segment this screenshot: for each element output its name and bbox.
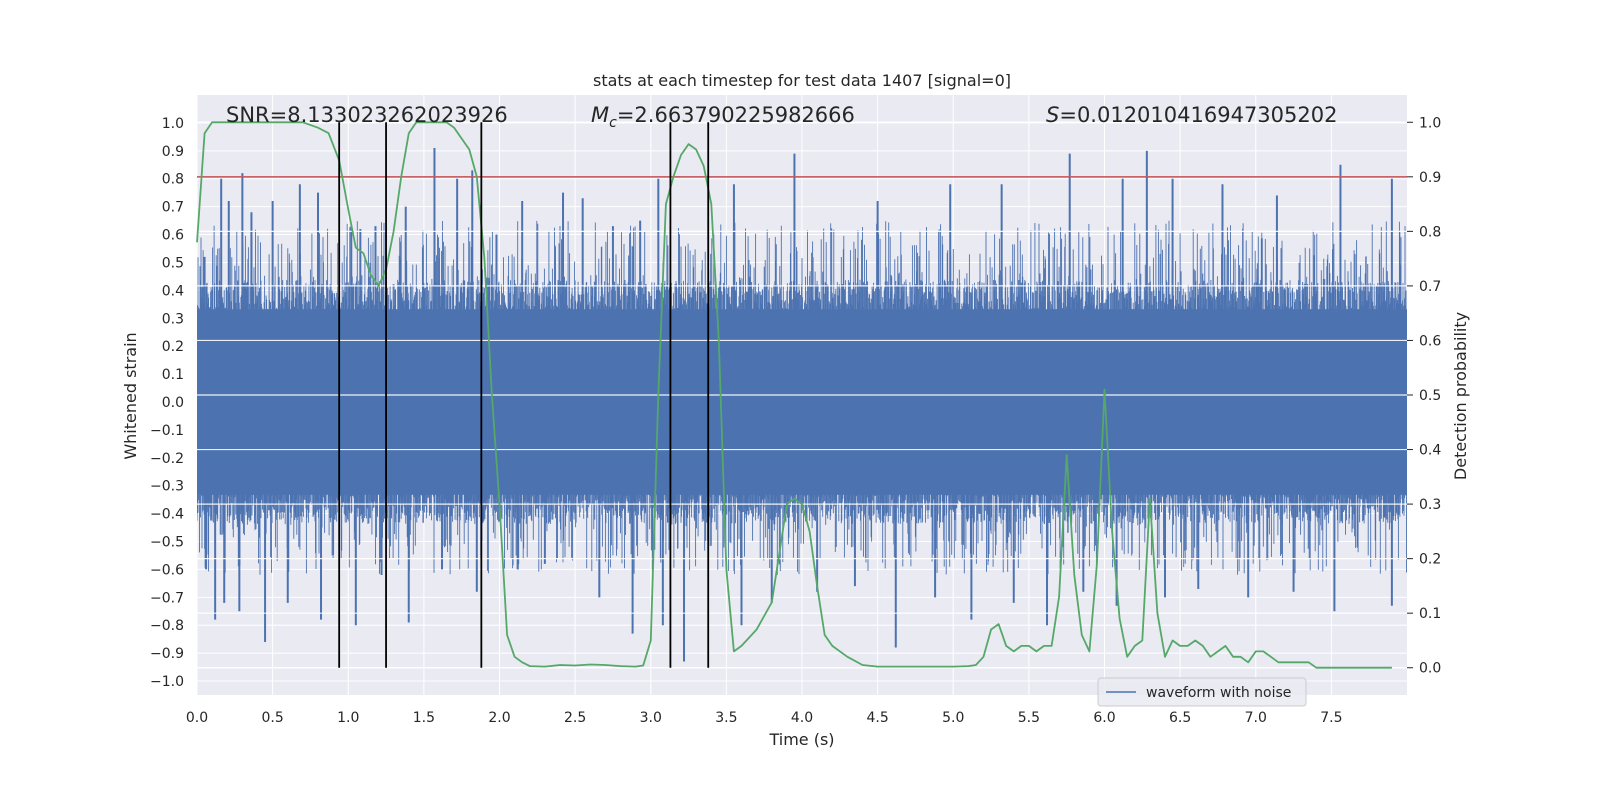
x-tick-label: 6.5 <box>1169 710 1191 726</box>
chart-title: stats at each timestep for test data 140… <box>593 71 1011 90</box>
legend: waveform with noise <box>1097 677 1307 707</box>
x-tick-label: 0.5 <box>261 710 283 726</box>
x-ticks: 0.0 0.5 1.0 1.5 2.0 2.5 3.0 3.5 4.0 4.5 5.0 5.5 6.0 6… <box>186 710 1343 726</box>
x-tick-label: 5.5 <box>1018 710 1040 726</box>
right-y-tick-label: 0.8 <box>1419 224 1441 240</box>
left-y-tick-label: 0.2 <box>162 339 184 355</box>
x-axis-label: Time (s) <box>768 730 834 749</box>
left-y-tick-label: 0.0 <box>162 395 184 411</box>
right-y-tick-label: 1.0 <box>1419 115 1441 131</box>
event-markers <box>338 122 710 668</box>
detection-probability-line <box>196 121 1392 669</box>
left-y-tick-label: −0.4 <box>150 507 184 523</box>
waveform-series <box>197 121 1407 669</box>
detection-probability-series <box>196 121 1392 669</box>
right-y-tick-label: 0.4 <box>1419 443 1441 459</box>
right-y-tick-label: 0.1 <box>1419 606 1441 622</box>
left-y-tick-label: 0.3 <box>162 311 184 327</box>
legend-box <box>1097 677 1307 707</box>
left-y-tick-label: 0.9 <box>162 144 184 160</box>
right-y-tick-label: 0.7 <box>1419 279 1441 295</box>
x-tick-label: 1.0 <box>337 710 359 726</box>
x-tick-label: 0.0 <box>186 710 208 726</box>
x-tick-label: 7.5 <box>1320 710 1342 726</box>
left-y-tick-label: −0.6 <box>150 562 184 578</box>
right-y-tick-label: 0.5 <box>1419 388 1441 404</box>
y-axis-label-right: Detection probability <box>1451 312 1470 480</box>
left-y-tick-label: −0.3 <box>150 479 184 495</box>
left-y-tick-label: −0.7 <box>150 590 184 606</box>
x-tick-label: 3.0 <box>640 710 662 726</box>
right-y-tick-label: 0.0 <box>1419 661 1441 677</box>
left-y-tick-label: −0.9 <box>150 646 184 662</box>
y-axis-label-left: Whitened strain <box>121 332 140 459</box>
right-y-ticks: 0.0 0.1 0.2 0.3 0.4 0.5 0.6 0.7 0.8 0.9 1.0 <box>1407 115 1441 677</box>
x-tick-label: 4.0 <box>791 710 813 726</box>
x-tick-label: 1.5 <box>413 710 435 726</box>
waveform-noise-core <box>197 309 1407 495</box>
left-y-tick-label: 0.1 <box>162 367 184 383</box>
left-y-tick-label: −0.1 <box>150 423 184 439</box>
x-tick-label: 2.5 <box>564 710 586 726</box>
x-tick-label: 4.5 <box>866 710 888 726</box>
left-y-tick-label: −0.5 <box>150 535 184 551</box>
left-y-tick-label: 0.4 <box>162 283 184 299</box>
left-y-tick-label: 0.8 <box>162 172 184 188</box>
snr-annotation: SNR=8.133023262023926 <box>226 103 508 127</box>
right-y-tick-label: 0.2 <box>1419 552 1441 568</box>
left-y-tick-label: 0.6 <box>162 228 184 244</box>
s-annotation: S=0.012010416947305202 <box>1046 103 1337 127</box>
x-tick-label: 7.0 <box>1245 710 1267 726</box>
left-y-tick-label: −1.0 <box>150 674 184 690</box>
left-y-tick-label: −0.8 <box>150 618 184 634</box>
left-y-tick-label: −0.2 <box>150 451 184 467</box>
left-y-tick-label: 0.7 <box>162 200 184 216</box>
legend-label: waveform with noise <box>1146 685 1291 701</box>
left-y-tick-label: 1.0 <box>162 116 184 132</box>
x-tick-label: 2.0 <box>488 710 510 726</box>
right-y-tick-label: 0.9 <box>1419 170 1441 186</box>
right-y-tick-label: 0.6 <box>1419 333 1441 349</box>
right-y-tick-label: 0.3 <box>1419 497 1441 513</box>
left-y-tick-label: 0.5 <box>162 255 184 271</box>
x-tick-label: 6.0 <box>1093 710 1115 726</box>
x-tick-label: 3.5 <box>715 710 737 726</box>
x-tick-label: 5.0 <box>942 710 964 726</box>
chirp-mass-annotation: Mc=2.663790225982666 <box>591 103 855 131</box>
left-y-ticks: −1.0 −0.9 −0.8 −0.7 −0.6 −0.5 −0.4 −0.3 −0.2 −0.1… <box>150 116 184 690</box>
